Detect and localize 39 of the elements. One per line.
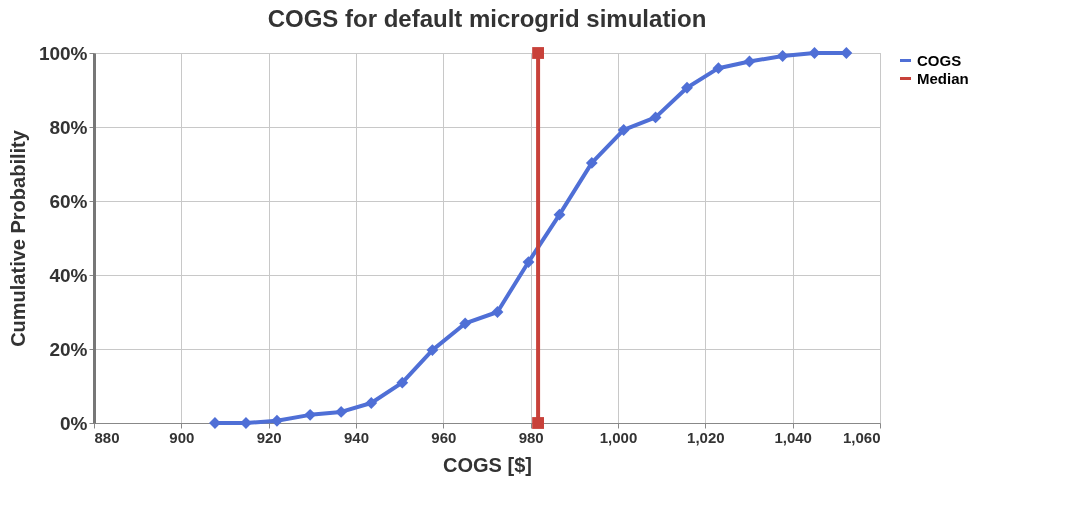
x-tick-label: 960	[431, 428, 457, 446]
point	[491, 306, 504, 318]
x-tick-label: 940	[343, 428, 370, 446]
x-axis-title: COGS [$]	[443, 453, 532, 476]
y-tick-label: 0%	[60, 412, 88, 434]
point	[426, 344, 439, 357]
point	[712, 62, 725, 75]
point	[585, 156, 598, 169]
point	[365, 397, 378, 409]
x-tick-label: 900	[169, 428, 195, 446]
point	[776, 50, 789, 62]
point	[743, 55, 756, 68]
point	[681, 81, 693, 94]
y-tick-label: 80%	[49, 116, 88, 138]
y-tick-label: 100%	[38, 42, 88, 64]
x-tick-label: 1,000	[599, 428, 638, 446]
chart-title: COGS for default microgrid simulation	[267, 5, 707, 32]
y-tick-label: 20%	[49, 338, 88, 360]
point	[396, 376, 409, 389]
point	[649, 111, 662, 124]
point	[459, 317, 472, 330]
x-tick-label: 1,060	[842, 428, 881, 446]
y-tick-label: 60%	[49, 190, 88, 212]
x-tick-label: 1,040	[774, 428, 812, 446]
point	[532, 417, 545, 429]
point	[522, 256, 535, 268]
point	[335, 405, 348, 418]
point	[617, 124, 630, 136]
point	[271, 414, 283, 427]
legend-label: COGS	[917, 51, 962, 69]
y-axis-title: Cumulative Probability	[6, 129, 29, 347]
legend-label: Median	[917, 69, 969, 87]
x-tick-label: 1,020	[687, 428, 725, 446]
x-tick-label: 980	[518, 428, 544, 446]
x-tick-label: 920	[256, 428, 282, 446]
x-tick-label: 880	[94, 428, 120, 446]
point	[532, 47, 545, 59]
y-tick-label: 40%	[49, 264, 88, 286]
point	[553, 208, 566, 221]
